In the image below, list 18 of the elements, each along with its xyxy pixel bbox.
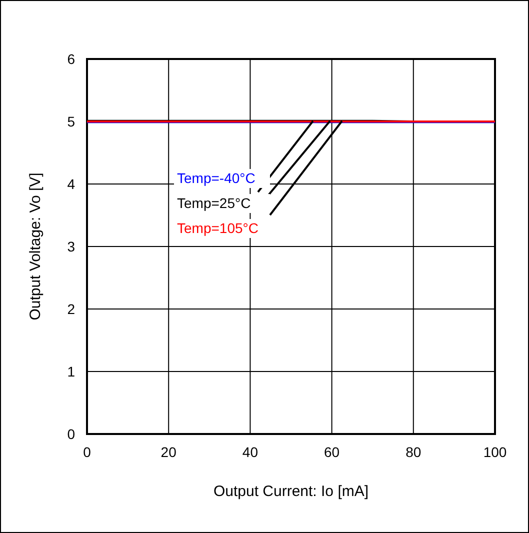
y-tick-label: 3 <box>67 238 76 254</box>
x-tick-label: 40 <box>242 444 258 460</box>
x-tick-label: 60 <box>324 444 340 460</box>
text: Temp=105°C <box>177 220 258 236</box>
text: Temp=25°C <box>177 195 251 211</box>
y-tick-label: 4 <box>67 176 76 192</box>
text: Temp=-40°C <box>177 170 256 186</box>
y-tick-label: 0 <box>67 426 76 442</box>
y-tick-label: 1 <box>67 364 76 380</box>
x-tick-label: 80 <box>406 444 422 460</box>
x-axis-title: Output Current: Io [mA] <box>213 483 369 500</box>
x-tick-label: 0 <box>83 444 92 460</box>
x-tick-label: 100 <box>483 444 507 460</box>
y-tick-label: 2 <box>67 301 76 317</box>
y-tick-label: 5 <box>67 114 76 130</box>
y-axis-title: Output Voltage: Vo [V] <box>27 172 44 320</box>
x-tick-label: 20 <box>160 444 177 460</box>
y-tick-label: 6 <box>67 51 76 67</box>
